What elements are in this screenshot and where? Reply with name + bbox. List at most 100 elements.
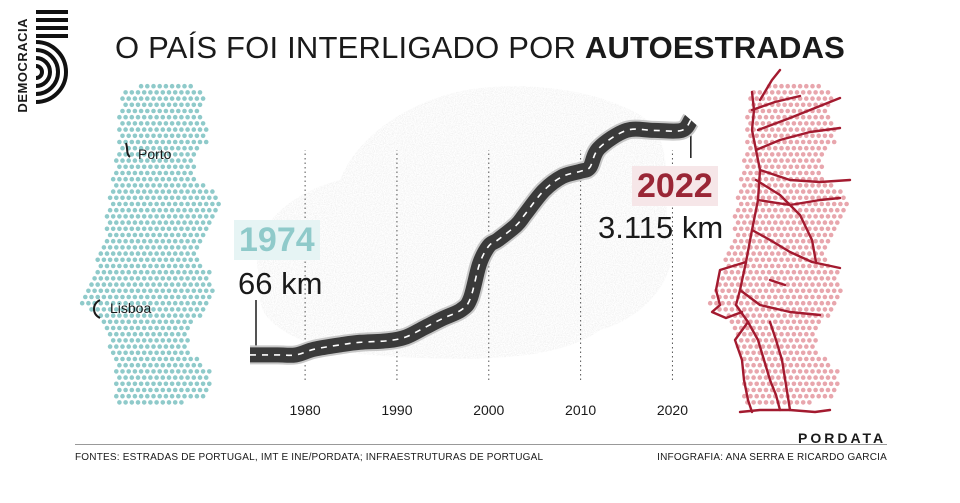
map-dot-2022	[813, 114, 818, 120]
map-dot-1974	[145, 195, 150, 201]
map-dot-2022	[794, 276, 800, 281]
map-dot-1974	[172, 362, 178, 368]
map-dot-2022	[757, 139, 763, 145]
map-dot-2022	[769, 350, 775, 356]
map-dot-1974	[200, 369, 206, 374]
map-dot-1974	[179, 276, 184, 281]
map-dot-1974	[145, 133, 150, 139]
map-dot-2022	[825, 362, 831, 368]
map-dot-1974	[163, 232, 169, 238]
map-dot-1974	[101, 269, 107, 275]
map-dot-2022	[822, 96, 828, 101]
map-dot-2022	[779, 232, 784, 238]
map-dot-2022	[782, 189, 787, 194]
map-dot-1974	[129, 164, 135, 170]
map-dot-2022	[807, 288, 812, 294]
map-dot-2022	[751, 164, 756, 170]
map-dot-1974	[207, 381, 212, 387]
map-dot-1974	[172, 300, 178, 306]
map-dot-2022	[804, 158, 809, 163]
map-dot-2022	[735, 269, 741, 275]
map-dot-1974	[148, 338, 153, 343]
map-dot-1974	[154, 139, 159, 145]
map-dot-1974	[151, 331, 156, 337]
map-dot-2022	[813, 276, 818, 281]
map-dot-2022	[776, 387, 781, 393]
map-dot-1974	[129, 387, 135, 393]
map-dot-1974	[129, 152, 135, 157]
map-dot-1974	[107, 195, 113, 201]
map-dot-1974	[194, 220, 200, 225]
map-dot-1974	[151, 307, 156, 312]
map-dot-2022	[766, 133, 772, 139]
map-dot-1974	[194, 245, 200, 250]
map-dot-2022	[785, 207, 790, 213]
map-dot-2022	[751, 152, 756, 157]
map-dot-1974	[179, 263, 184, 269]
map-dot-2022	[819, 387, 825, 393]
map-dot-1974	[213, 195, 218, 201]
map-dot-1974	[101, 319, 107, 325]
map-dot-2022	[760, 282, 766, 287]
map-dot-1974	[114, 158, 119, 163]
map-dot-1974	[145, 294, 150, 300]
map-dot-1974	[114, 319, 119, 325]
map-dot-1974	[145, 307, 150, 312]
map-dot-1974	[194, 393, 200, 399]
map-dot-1974	[129, 226, 135, 232]
map-dot-2022	[810, 294, 815, 300]
map-dot-1974	[126, 183, 131, 188]
map-dot-1974	[141, 350, 147, 356]
map-dot-1974	[185, 300, 190, 306]
map-dot-1974	[129, 201, 135, 207]
map-dot-1974	[89, 307, 94, 312]
map-dot-1974	[188, 369, 193, 374]
map-dot-1974	[157, 294, 162, 300]
map-dot-2022	[779, 158, 784, 163]
map-dot-2022	[807, 276, 812, 281]
map-dot-2022	[754, 133, 759, 139]
map-dot-1974	[107, 294, 113, 300]
map-dot-2022	[735, 232, 741, 238]
map-dot-1974	[151, 183, 156, 188]
map-dot-2022	[763, 338, 769, 343]
map-dot-1974	[110, 300, 116, 306]
map-dot-1974	[197, 114, 203, 120]
map-dot-1974	[135, 350, 141, 356]
map-dot-2022	[800, 375, 806, 380]
map-dot-2022	[766, 282, 772, 287]
map-dot-1974	[166, 400, 172, 405]
map-dot-2022	[732, 238, 738, 244]
map-dot-2022	[788, 226, 794, 232]
map-dot-2022	[791, 282, 797, 287]
map-dot-1974	[114, 195, 119, 201]
map-dot-2022	[785, 319, 790, 325]
map-dot-2022	[757, 114, 763, 120]
map-dot-1974	[126, 121, 131, 126]
map-dot-1974	[160, 238, 166, 244]
map-dot-2022	[769, 362, 775, 368]
map-dot-1974	[179, 127, 184, 132]
map-dot-2022	[763, 114, 769, 120]
map-dot-2022	[748, 158, 753, 163]
map-dot-1974	[154, 300, 159, 306]
map-dot-1974	[132, 282, 138, 287]
map-dot-1974	[197, 375, 203, 380]
map-dot-1974	[135, 387, 141, 393]
map-dot-1974	[148, 400, 153, 405]
map-dot-1974	[166, 164, 172, 170]
map-dot-1974	[145, 331, 150, 337]
map-dot-2022	[782, 90, 787, 95]
map-dot-2022	[745, 313, 750, 318]
map-dot-1974	[151, 207, 156, 213]
map-dot-2022	[779, 319, 784, 325]
map-dot-1974	[148, 251, 153, 256]
map-dot-2022	[788, 139, 794, 145]
map-dot-2022	[794, 152, 800, 157]
map-dot-1974	[141, 90, 147, 95]
map-dot-1974	[98, 263, 104, 269]
map-dot-1974	[117, 226, 122, 232]
map-dot-2022	[816, 381, 821, 387]
map-dot-1974	[166, 127, 172, 132]
map-dot-2022	[760, 344, 766, 349]
